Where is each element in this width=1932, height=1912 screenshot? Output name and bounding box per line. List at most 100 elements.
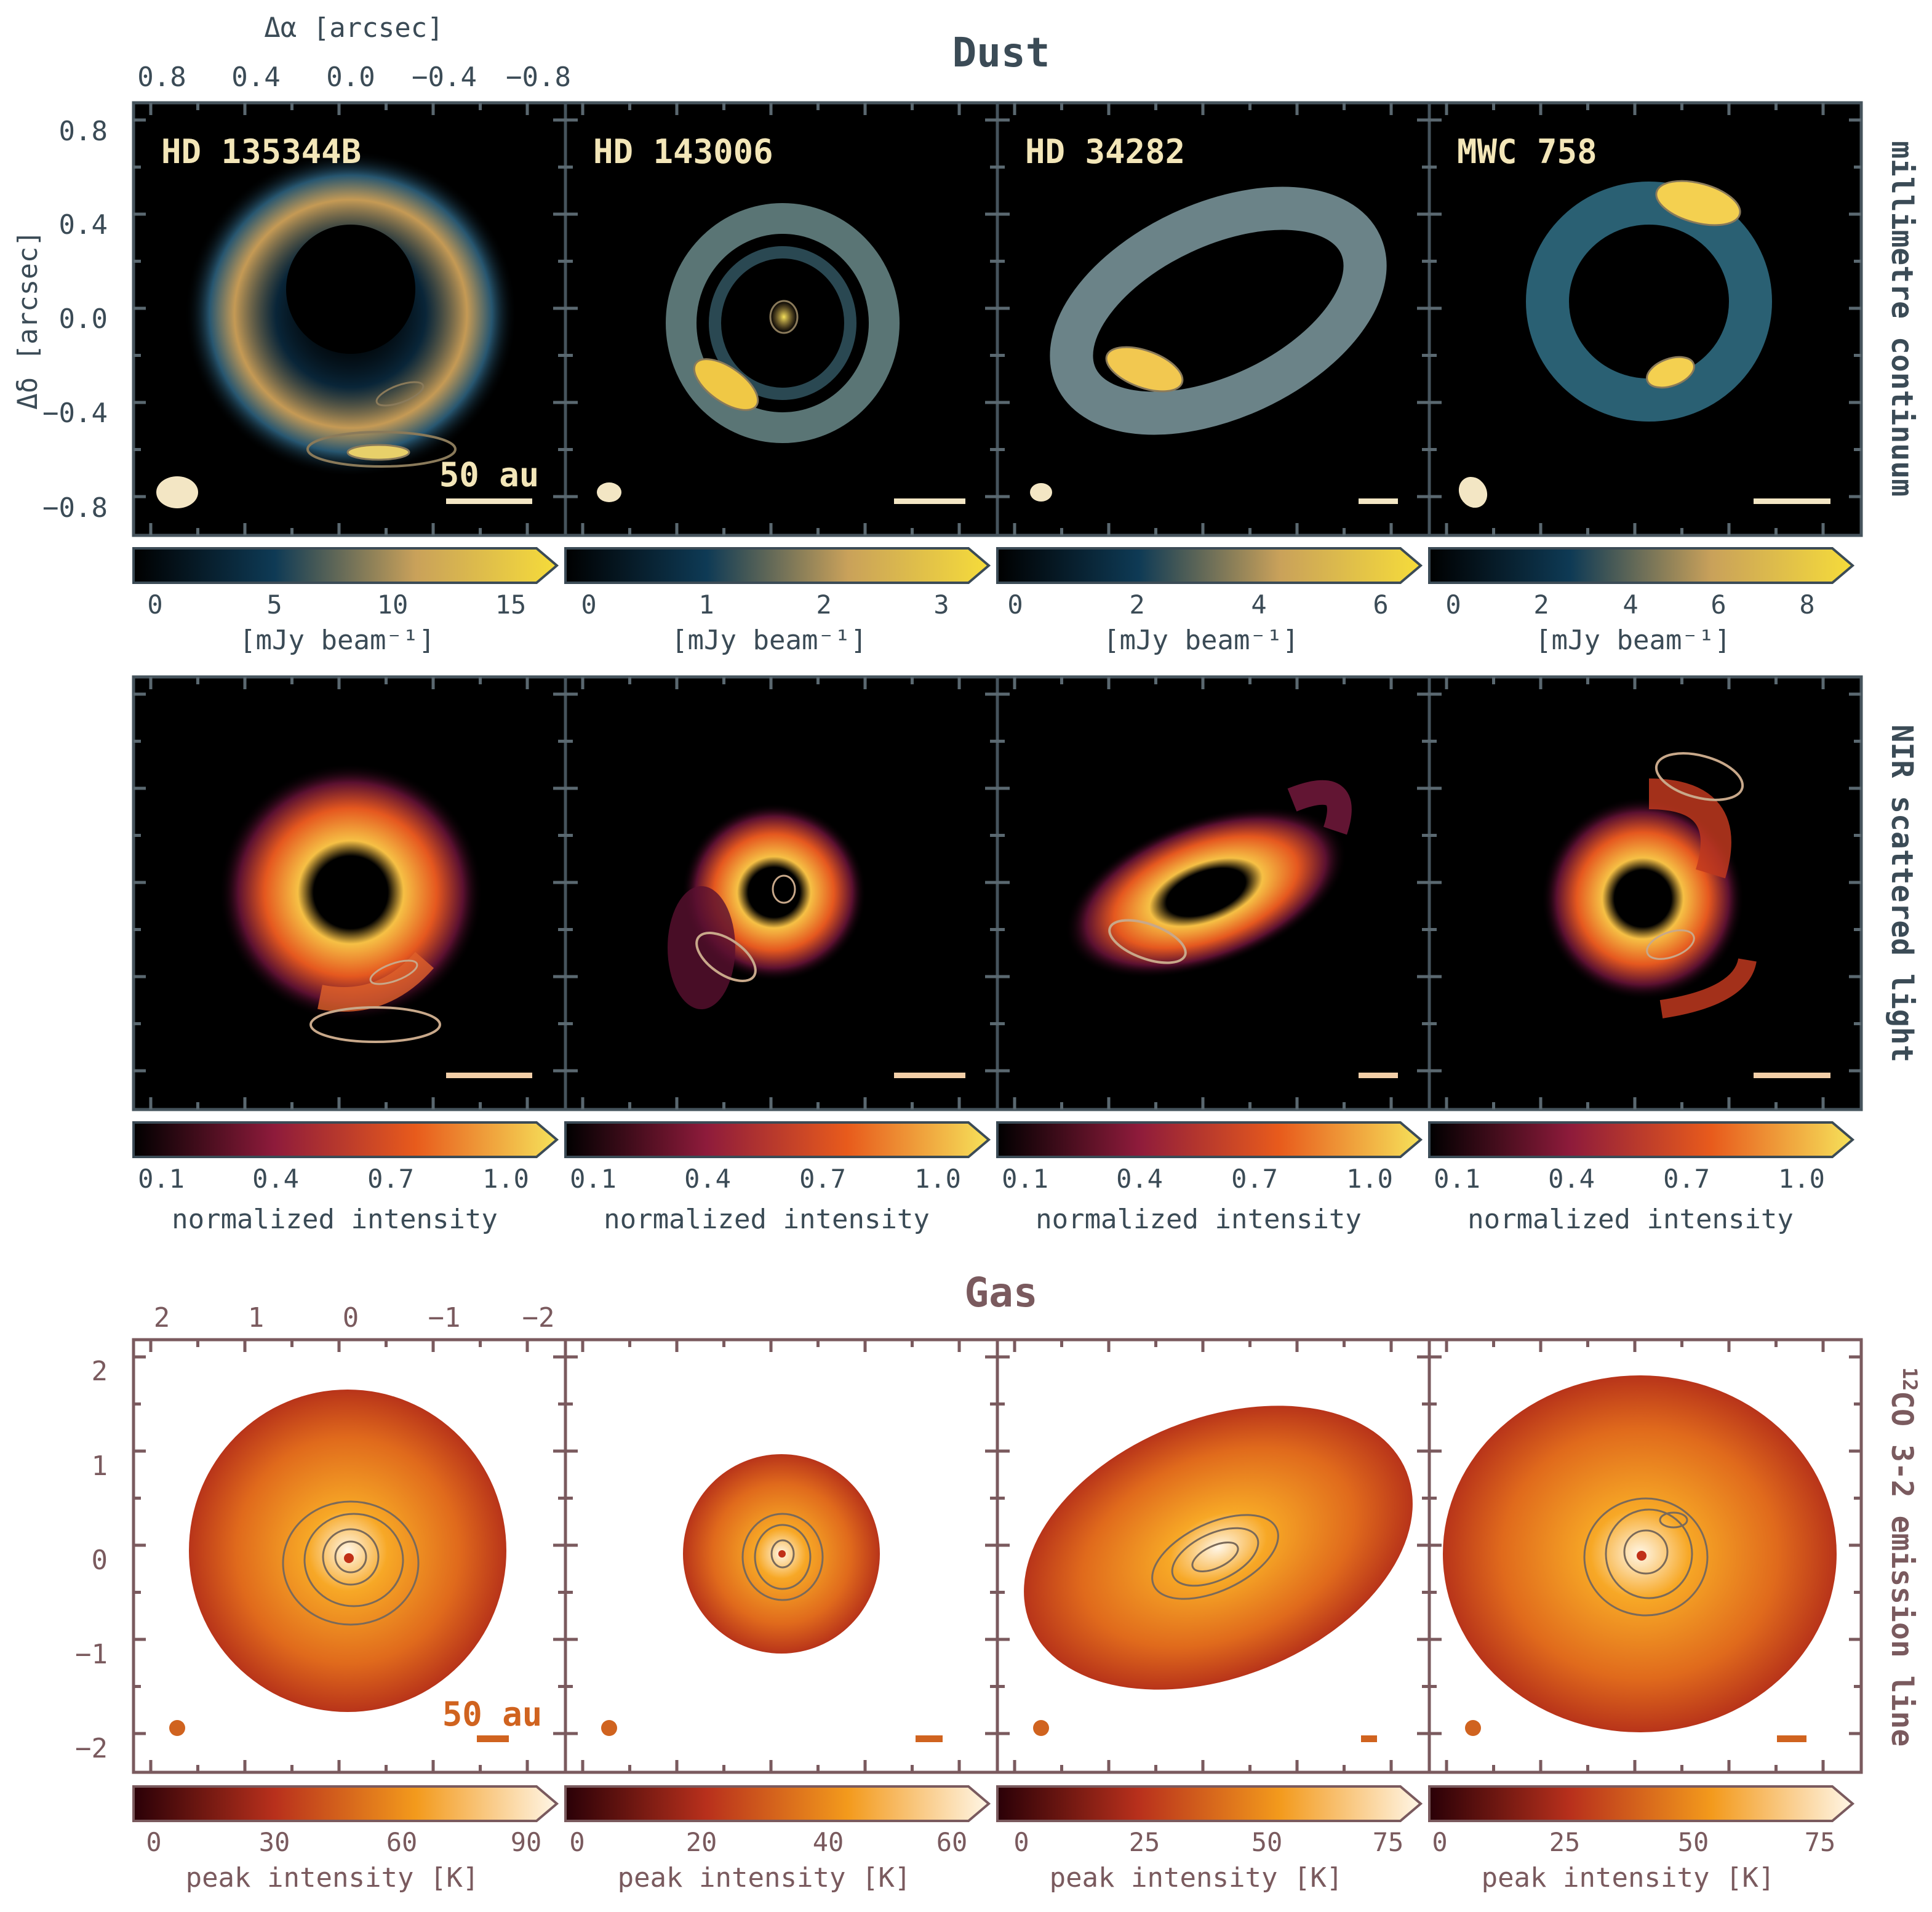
colorbar-tick: 0 [1432,1827,1447,1857]
mm-colorbars: 0 5 10 15 0 1 2 3 0 2 4 6 0 2 4 6 8 [mJy… [132,547,1855,656]
nir-panel-hd143006 [564,675,999,1111]
scale-bar [446,498,532,504]
target-label: HD 34282 [1025,132,1185,171]
dust-x-tick: 0.4 [231,62,280,93]
row-label-nir: NIR scattered light [1885,724,1919,1062]
colorbar [564,547,991,584]
colorbar-tick: 5 [266,590,282,620]
colorbar-tick: 2 [1533,590,1549,620]
colorbar-tick: 75 [1805,1827,1836,1857]
colorbar [996,547,1423,584]
gas-panel-mwc758 [1427,1338,1863,1774]
scale-bar [1777,1735,1806,1742]
mm-panel-hd34282 [996,101,1431,537]
colorbar-label: peak intensity [K] [1482,1862,1775,1894]
dust-x-tick: −0.8 [506,62,571,93]
colorbar-tick: 0 [581,590,596,620]
colorbar-tick: 0 [146,1827,161,1857]
colorbar-tick: 60 [386,1827,418,1857]
mm-panels: HD 135344B HD 143006 HD 34282 MWC 758 50… [132,101,1863,537]
scale-bar-label: 50 au [442,1695,543,1734]
colorbar [132,1121,559,1158]
colorbar [996,1785,1423,1822]
colorbar [1428,1121,1855,1158]
scale-bar [1754,1073,1830,1078]
colorbar [132,547,559,584]
colorbar [996,1121,1423,1158]
dust-x-tick: 0.0 [326,62,375,93]
colorbar-tick: 0.1 [1434,1164,1480,1194]
colorbar-label: [mJy beam⁻¹] [671,625,867,656]
colorbar-tick: 2 [1129,590,1144,620]
colorbar-tick: 1.0 [482,1164,529,1194]
colorbar-tick: 90 [511,1827,542,1857]
scale-bar [1359,498,1398,504]
colorbar-tick: 0.7 [367,1164,414,1194]
mm-panel-mwc758 [1427,101,1863,537]
colorbar-tick: 0.7 [1231,1164,1278,1194]
beam-ellipse [597,482,621,502]
panel-ticks [134,103,1861,1772]
colorbar-tick: 0.4 [252,1164,299,1194]
target-label: HD 143006 [593,132,773,171]
dust-y-tick: −0.4 [42,398,108,429]
scale-bar [916,1735,943,1742]
colorbar-label: [mJy beam⁻¹] [239,625,435,656]
colorbar-tick: 50 [1678,1827,1709,1857]
beam-ellipse [156,476,198,508]
colorbar-tick: 30 [259,1827,290,1857]
dust-y-axis-label: Δδ [arcsec] [12,230,44,409]
colorbar-label: normalized intensity [1036,1204,1362,1235]
colorbar-label: normalized intensity [172,1204,498,1235]
gas-x-tick: 0 [343,1302,359,1334]
scale-bar [446,1073,532,1078]
scale-bar [1754,498,1830,504]
colorbar-tick: 0.7 [1663,1164,1710,1194]
colorbar-tick: 1.0 [1346,1164,1393,1194]
scale-bar [1361,1735,1377,1742]
colorbar-tick: 40 [813,1827,844,1857]
dust-y-tick-labels: 0.8 0.4 0.0 −0.4 −0.8 [42,116,108,524]
colorbar-label: [mJy beam⁻¹] [1103,625,1299,656]
colorbar-label: normalized intensity [1467,1204,1794,1235]
scale-bar [894,498,965,504]
scale-bar-label: 50 au [439,455,540,494]
colorbar-tick: 0.1 [570,1164,617,1194]
colorbar-tick: 4 [1623,590,1638,620]
nir-panel-hd135344b [132,675,567,1111]
colorbar-tick: 0.4 [1116,1164,1163,1194]
beam-dot [601,1720,617,1736]
dust-y-tick: 0.4 [59,209,108,241]
colorbar-label: peak intensity [K] [618,1862,911,1894]
gas-y-tick: 2 [92,1356,108,1387]
colorbar-tick: 0 [1013,1827,1029,1857]
colorbar-tick: 4 [1251,590,1266,620]
colorbar-tick: 0 [1445,590,1461,620]
colorbar-tick: 8 [1799,590,1814,620]
colorbar-tick: 0 [1007,590,1023,620]
gas-x-tick-labels: 2 1 0 −1 −2 [154,1302,555,1334]
colorbar-label: peak intensity [K] [1050,1862,1343,1894]
colorbar-tick: 50 [1251,1827,1283,1857]
gas-panel-hd34282 [996,1338,1431,1774]
scale-bar [477,1735,509,1742]
colorbar-tick: 0.1 [1002,1164,1048,1194]
row-label-gas-sup: 12 [1898,1367,1922,1391]
colorbar-tick: 10 [377,590,409,620]
gas-colorbars: 0 30 60 90 0 20 40 60 0 25 50 75 0 25 50… [132,1785,1855,1894]
gas-panel-hd135344b: 50 au [132,1338,567,1774]
colorbar-tick: 15 [495,590,527,620]
colorbar-tick: 0.7 [799,1164,846,1194]
nir-colorbars: 0.1 0.4 0.7 1.0 0.1 0.4 0.7 1.0 0.1 0.4 … [132,1121,1855,1235]
colorbar [1428,547,1855,584]
beam-ellipse [1458,476,1488,508]
colorbar-tick: 25 [1129,1827,1160,1857]
gas-y-tick: −2 [75,1733,108,1764]
colorbar [1428,1785,1855,1822]
colorbar-tick: 1 [698,590,714,620]
dust-y-tick: 0.0 [59,303,108,335]
gas-x-tick: 1 [248,1302,265,1334]
colorbar-tick: 20 [686,1827,717,1857]
mm-panel-hd135344b [132,101,567,537]
nir-panel-mwc758 [1427,675,1863,1111]
